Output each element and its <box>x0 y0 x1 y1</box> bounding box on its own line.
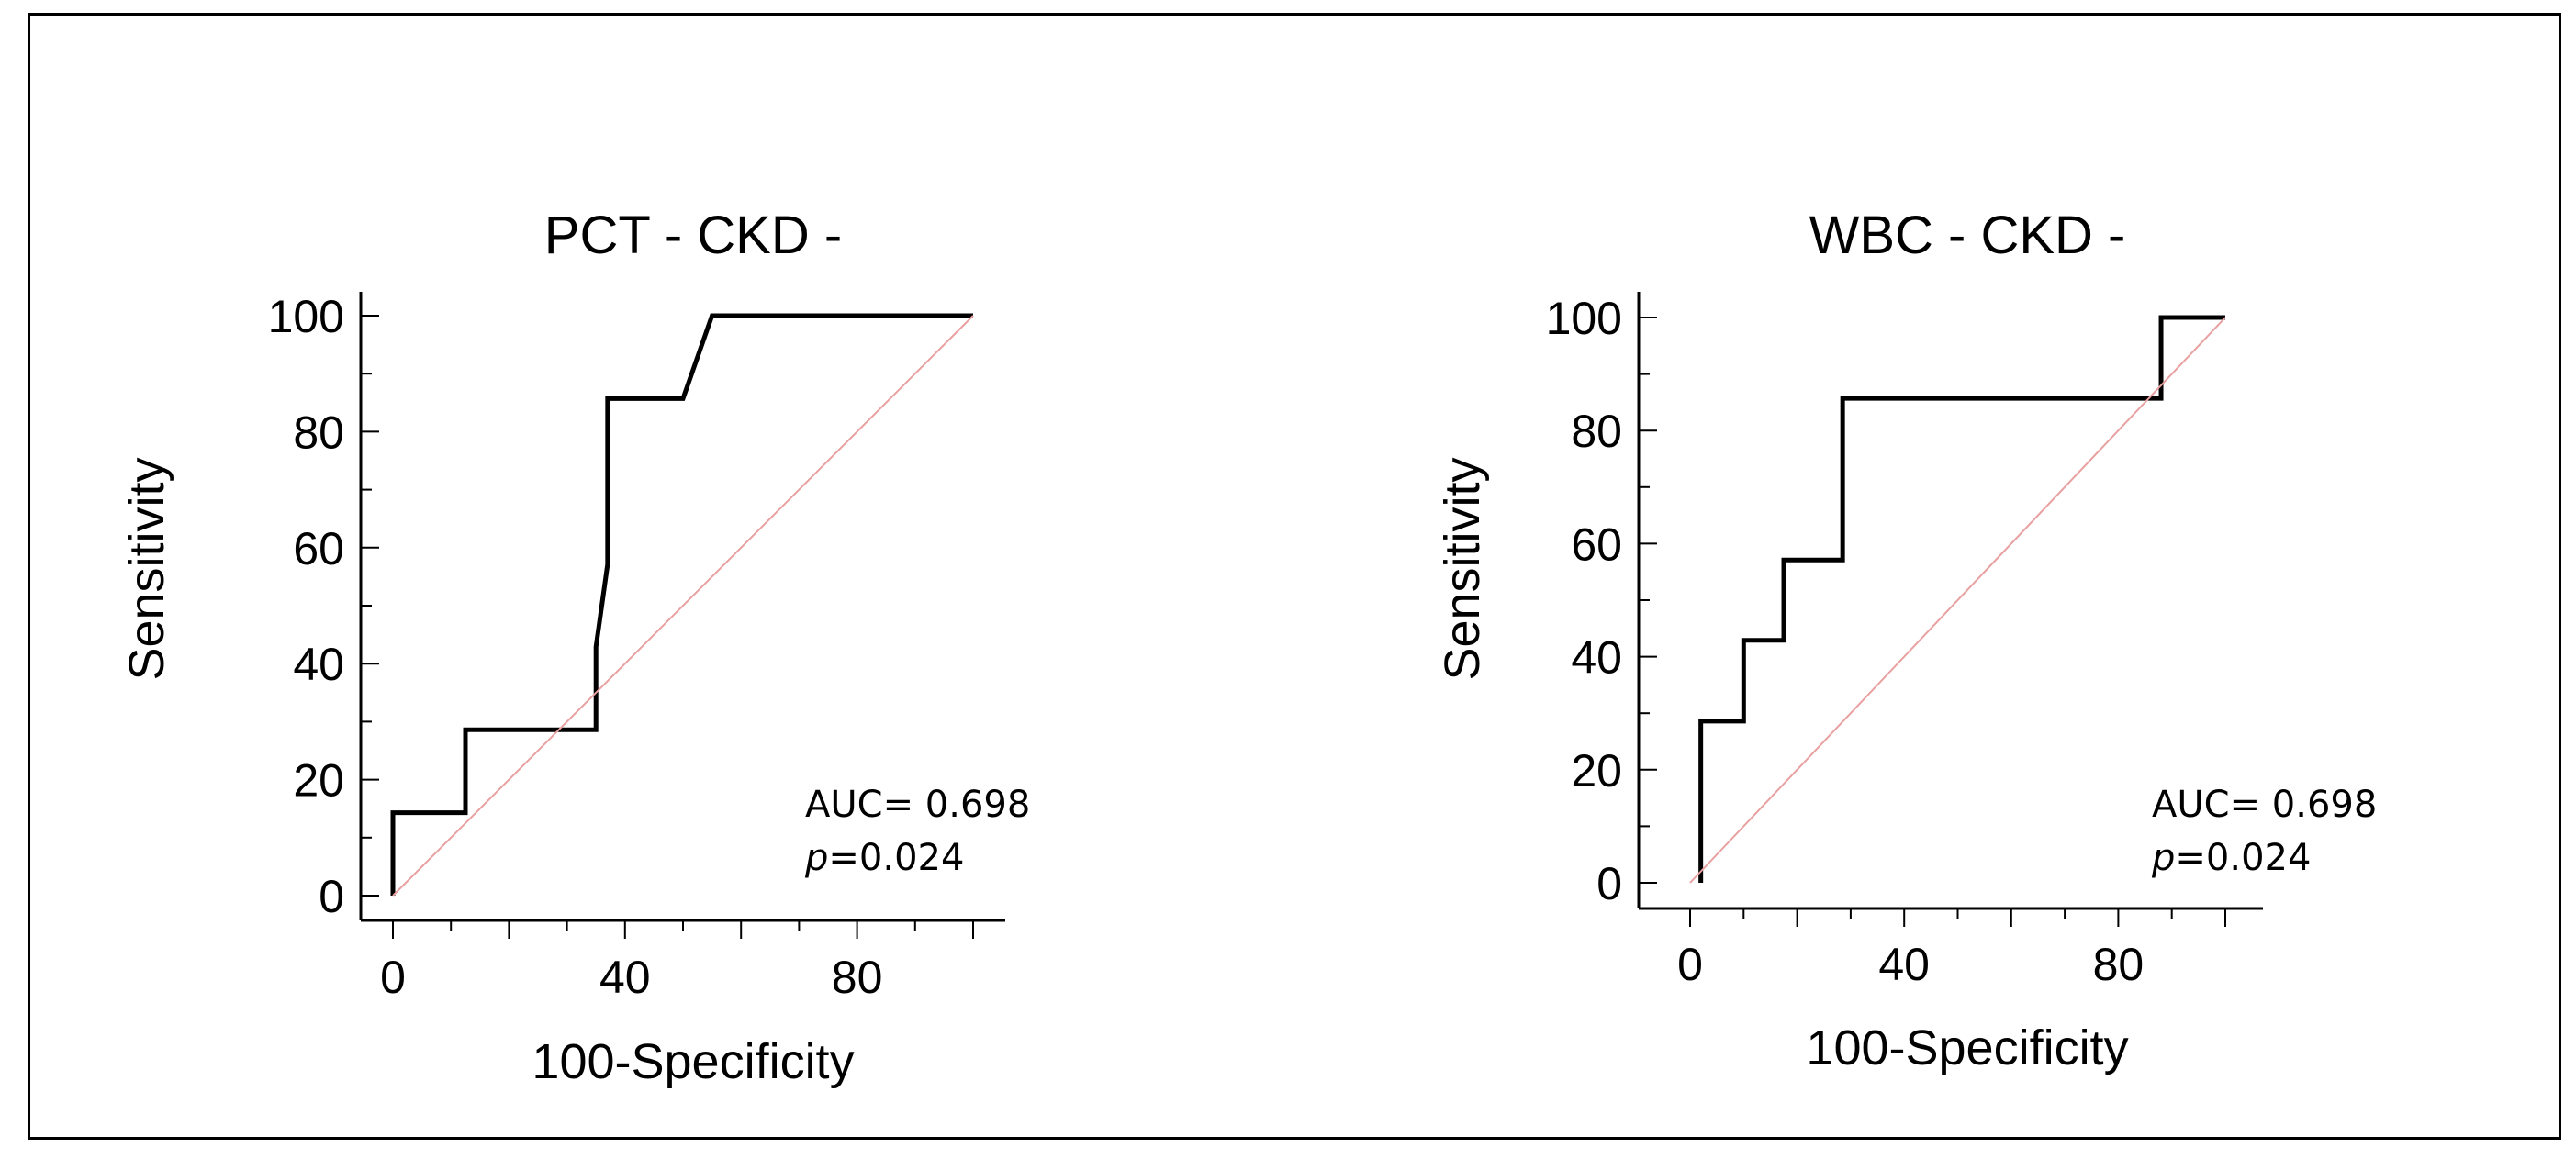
y-tick-label: 100 <box>1546 293 1622 344</box>
auc-label: AUC= 0.698 <box>2152 784 2377 826</box>
x-axis-label: 100-Specificity <box>1806 1020 2128 1075</box>
y-tick-label: 0 <box>1596 858 1622 909</box>
roc-curve <box>1698 315 2225 883</box>
y-tick-label: 40 <box>293 639 344 690</box>
reference-diagonal <box>392 315 974 897</box>
y-tick-label: 40 <box>1571 632 1622 684</box>
reference-diagonal <box>1689 317 2226 884</box>
x-tick-label: 0 <box>380 952 406 1003</box>
chart-title: WBC - CKD - <box>1809 206 2126 265</box>
p-symbol: p <box>804 837 828 879</box>
roc-curve <box>390 313 973 896</box>
x-tick-label: 80 <box>2093 939 2145 990</box>
y-tick-label: 100 <box>268 291 344 342</box>
panel-wbc: WBC - CKD - Sensitivity 100-Specificity … <box>1435 206 2377 1075</box>
auc-label: AUC= 0.698 <box>805 784 1030 826</box>
x-tick-label: 40 <box>599 952 651 1003</box>
x-tick-label: 40 <box>1878 939 1930 990</box>
y-tick-label: 0 <box>319 871 344 922</box>
p-value-label: p=0.024 <box>804 837 964 879</box>
y-tick-label: 20 <box>293 755 344 807</box>
p-value: =0.024 <box>828 837 964 879</box>
p-value: =0.024 <box>2175 837 2311 879</box>
x-tick-label: 0 <box>1677 939 1703 990</box>
y-tick-label: 60 <box>1571 518 1622 570</box>
y-tick-label: 60 <box>293 523 344 574</box>
x-tick-label: 80 <box>832 952 883 1003</box>
y-tick-label: 20 <box>1571 745 1622 797</box>
chart-title: PCT - CKD - <box>544 206 842 265</box>
y-axis-label: Sensitivity <box>119 457 174 680</box>
panel-pct: PCT - CKD - Sensitivity 100-Specificity … <box>119 206 1030 1089</box>
y-axis-label: Sensitivity <box>1435 457 1490 680</box>
figure-frame <box>28 13 2561 1140</box>
x-axis-label: 100-Specificity <box>532 1034 854 1089</box>
p-value-label: p=0.024 <box>2151 837 2311 879</box>
p-symbol: p <box>2151 837 2175 879</box>
y-tick-label: 80 <box>1571 406 1622 457</box>
y-tick-label: 80 <box>293 407 344 458</box>
